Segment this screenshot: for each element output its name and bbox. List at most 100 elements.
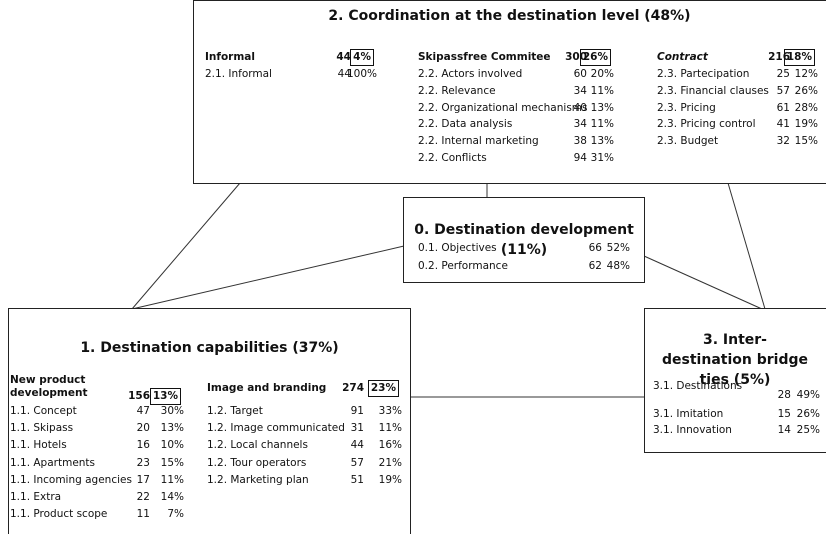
group-header: Contract: [657, 51, 708, 63]
row-count: 51: [350, 473, 364, 486]
group-header: Skipassfree Commitee: [418, 51, 551, 63]
connector: [131, 245, 405, 310]
group-share: 26%: [579, 49, 611, 66]
row-label: 0.1. Objectives: [418, 242, 497, 254]
row-share: 28%: [794, 101, 818, 114]
row-share: 13%: [590, 135, 614, 148]
row-share: 25%: [796, 424, 820, 436]
row-share: 10%: [160, 439, 184, 452]
row-label: 2.2. Actors involved: [418, 68, 523, 80]
row-share: 33%: [378, 405, 402, 417]
row-count: 15: [777, 408, 791, 420]
row-share: 12%: [794, 68, 818, 80]
row-count: 57: [350, 456, 364, 469]
row-label: 1.1. Incoming agencies: [10, 473, 132, 486]
row-label: 2.2. Relevance: [418, 84, 496, 97]
row-label: 3.1. Innovation: [653, 424, 732, 436]
row-share: 11%: [590, 84, 614, 97]
row-share: 31%: [590, 152, 614, 164]
group-header: New product development: [10, 374, 88, 399]
row-count: 17: [136, 473, 150, 486]
row-label: 1.2. Tour operators: [207, 456, 307, 469]
row-count: 47: [136, 405, 150, 417]
row-count: 41: [776, 118, 790, 131]
row-label: 2.2. Conflicts: [418, 152, 487, 164]
row-count: 32: [776, 135, 790, 148]
row-share: 26%: [794, 84, 818, 97]
row-share: 48%: [606, 260, 630, 272]
row-label: 2.3. Partecipation: [657, 68, 750, 80]
row-share: 13%: [590, 101, 614, 114]
connector: [727, 182, 766, 310]
group-share: 23%: [367, 380, 399, 397]
box-title: 1. Destination capabilities (37%): [80, 340, 339, 356]
box-capabilities: [8, 308, 411, 534]
box-title: 0. Destination development (11%): [414, 222, 634, 258]
row-label: 1.2. Marketing plan: [207, 473, 309, 486]
row-count: 31: [350, 422, 364, 435]
row-count: 91: [350, 405, 364, 417]
box-title: 3. Inter-destination bridge ties (5%): [662, 332, 808, 388]
row-count: 40: [573, 101, 587, 114]
group-share: 13%: [149, 388, 181, 405]
row-share: 13%: [160, 422, 184, 435]
row-share: 49%: [796, 389, 820, 401]
row-share: 19%: [794, 118, 818, 131]
row-label: 1.1. Skipass: [10, 422, 74, 435]
row-share: 100%: [346, 68, 377, 80]
row-share: 15%: [794, 135, 818, 148]
row-label: 2.2. Data analysis: [418, 118, 513, 131]
row-share: 19%: [378, 473, 402, 486]
row-count: 22: [136, 491, 150, 503]
row-share: 11%: [378, 422, 402, 435]
connector: [131, 182, 241, 310]
group-count: 274: [342, 382, 364, 394]
row-count: 11: [136, 508, 150, 521]
row-share: 20%: [590, 68, 614, 80]
group-share: 4%: [350, 49, 374, 66]
connector: [643, 255, 763, 310]
row-label: 2.3. Pricing control: [657, 118, 756, 131]
row-count: 44: [350, 439, 364, 452]
row-count: 57: [776, 84, 790, 97]
row-label: 1.1. Apartments: [10, 456, 96, 469]
row-label: 1.1. Hotels: [10, 439, 67, 452]
row-share: 26%: [796, 408, 820, 420]
row-label: 1.2. Image communicated: [207, 422, 345, 435]
row-label: 2.2. Internal marketing: [418, 135, 539, 148]
row-label: 0.2. Performance: [418, 260, 508, 272]
group-share: 18%: [783, 49, 815, 66]
group-count: 44: [336, 51, 351, 63]
row-count: 28: [777, 389, 791, 401]
box-bridge: [644, 308, 826, 453]
row-share: 7%: [167, 508, 184, 521]
row-label: 1.1. Product scope: [10, 508, 108, 521]
row-count: 62: [588, 260, 602, 272]
row-share: 52%: [606, 242, 630, 254]
row-label: 3.1. Destinations: [653, 380, 743, 392]
group-count: 300: [565, 51, 587, 63]
row-count: 38: [573, 135, 587, 148]
row-label: 1.1. Concept: [10, 405, 77, 417]
group-header: Informal: [205, 51, 255, 63]
box-development: [403, 197, 645, 283]
group-header: Image and branding: [207, 382, 327, 394]
row-label: 2.1. Informal: [205, 68, 272, 80]
box-title: 2. Coordination at the destination level…: [328, 8, 691, 24]
row-label: 1.2. Local channels: [207, 439, 308, 452]
row-share: 14%: [160, 491, 184, 503]
row-label: 3.1. Imitation: [653, 408, 724, 420]
row-share: 11%: [160, 473, 184, 486]
row-count: 25: [776, 68, 790, 80]
row-label: 1.2. Target: [207, 405, 263, 417]
row-share: 16%: [378, 439, 402, 452]
row-share: 15%: [160, 456, 184, 469]
row-count: 94: [573, 152, 587, 164]
row-share: 30%: [160, 405, 184, 417]
group-count: 156: [128, 390, 150, 402]
row-label: 2.3. Financial clauses: [657, 84, 769, 97]
row-count: 61: [776, 101, 790, 114]
row-share: 21%: [378, 456, 402, 469]
row-count: 66: [588, 242, 602, 254]
